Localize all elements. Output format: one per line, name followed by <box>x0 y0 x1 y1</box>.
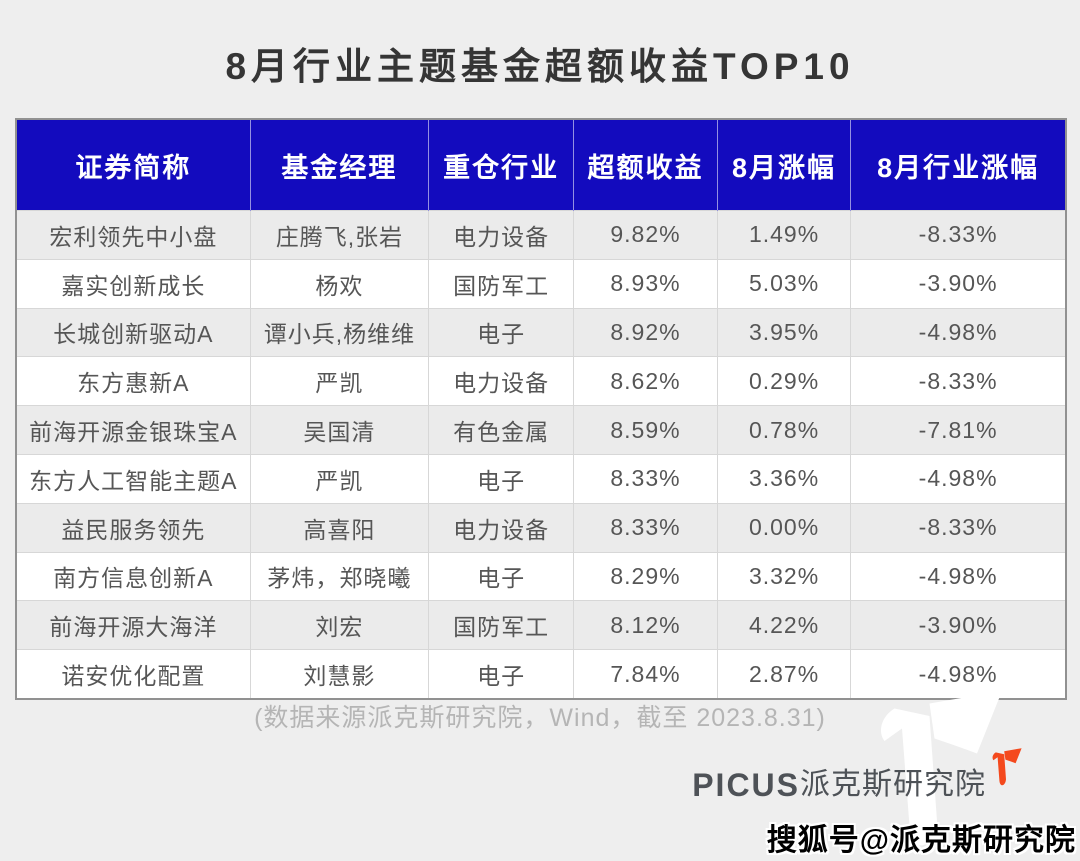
table-row: 诺安优化配置 刘慧影 电子 7.84% 2.87% -4.98% <box>15 649 1067 700</box>
table-cell: -3.90% <box>850 258 1067 309</box>
page-title: 8月行业主题基金超额收益TOP10 <box>225 46 855 87</box>
table-row: 宏利领先中小盘 庄腾飞,张岩 电力设备 9.82% 1.49% -8.33% <box>15 210 1067 260</box>
table-header: 证券简称 基金经理 重仓行业 超额收益 8月涨幅 8月行业涨幅 <box>16 119 1066 211</box>
column-header: 基金经理 <box>250 119 430 211</box>
brand-logo: PICUS 派克斯研究院 <box>692 748 1024 804</box>
table-cell: 南方信息创新A <box>15 551 251 602</box>
table-cell: 刘慧影 <box>249 649 430 700</box>
table-cell: 2.87% <box>716 649 852 700</box>
table-cell: -4.98% <box>850 307 1067 358</box>
table-row: 东方惠新A 严凯 电力设备 8.62% 0.29% -8.33% <box>15 356 1067 407</box>
brand-logo-text-cn: 派克斯研究院 <box>800 768 986 801</box>
table-cell: 诺安优化配置 <box>15 649 251 700</box>
sohu-watermark: 搜狐号@派克斯研究院 <box>766 824 1076 857</box>
table-cell: 国防军工 <box>428 258 575 309</box>
table-row: 前海开源金银珠宝A 吴国清 有色金属 8.59% 0.78% -7.81% <box>15 405 1067 455</box>
table-cell: -8.33% <box>850 210 1067 260</box>
table-cell: 电力设备 <box>428 502 575 553</box>
table-cell: 1.49% <box>716 210 852 260</box>
column-header: 8月行业涨幅 <box>850 119 1066 211</box>
table-cell: 电力设备 <box>428 210 575 260</box>
column-header: 超额收益 <box>573 119 718 211</box>
table-cell: 8.12% <box>573 600 718 651</box>
table-cell: 东方人工智能主题A <box>15 453 251 504</box>
table-cell: 8.59% <box>573 405 718 455</box>
fund-table: 证券简称 基金经理 重仓行业 超额收益 8月涨幅 8月行业涨幅 宏利领先中小盘 庄腾飞,张岩… <box>15 118 1067 700</box>
table-cell: 0.00% <box>716 502 852 553</box>
table-cell: 电子 <box>428 453 575 504</box>
table-cell: 3.95% <box>716 307 852 358</box>
table-header-row: 证券简称 基金经理 重仓行业 超额收益 8月涨幅 8月行业涨幅 <box>16 119 1066 211</box>
table-row: 前海开源大海洋 刘宏 国防军工 8.12% 4.22% -3.90% <box>15 600 1067 651</box>
table-cell: 电力设备 <box>428 356 575 407</box>
table-cell: 5.03% <box>716 258 852 309</box>
table-cell: 8.62% <box>573 356 718 407</box>
table-cell: 谭小兵,杨维维 <box>249 307 430 358</box>
table-cell: 嘉实创新成长 <box>15 258 251 309</box>
column-header: 证券简称 <box>16 119 251 211</box>
table-row: 东方人工智能主题A 严凯 电子 8.33% 3.36% -4.98% <box>15 453 1067 504</box>
table-cell: -4.98% <box>850 551 1067 602</box>
table-cell: 8.29% <box>573 551 718 602</box>
fund-table-container: 证券简称 基金经理 重仓行业 超额收益 8月涨幅 8月行业涨幅 宏利领先中小盘 庄腾飞,张岩… <box>15 118 1067 700</box>
table-cell: 9.82% <box>573 210 718 260</box>
table-cell: 庄腾飞,张岩 <box>249 210 430 260</box>
table-cell: 严凯 <box>249 356 430 407</box>
table-cell: 8.33% <box>573 502 718 553</box>
table-cell: 东方惠新A <box>15 356 251 407</box>
picus-logo-icon <box>992 748 1022 786</box>
table-cell: 8.33% <box>573 453 718 504</box>
table-cell: 0.78% <box>716 405 852 455</box>
table-cell: 吴国清 <box>249 405 430 455</box>
brand-logo-text-en: PICUS <box>692 767 800 803</box>
table-body: 宏利领先中小盘 庄腾飞,张岩 电力设备 9.82% 1.49% -8.33% 嘉实创新成长杨… <box>15 210 1067 700</box>
table-cell: 电子 <box>428 307 575 358</box>
table-cell: 8.92% <box>573 307 718 358</box>
table-cell: 有色金属 <box>428 405 575 455</box>
table-cell: 杨欢 <box>249 258 430 309</box>
table-row: 嘉实创新成长 杨欢 国防军工 8.93% 5.03% -3.90% <box>15 258 1067 309</box>
table-cell: 7.84% <box>573 649 718 700</box>
column-header: 8月涨幅 <box>717 119 852 211</box>
table-cell: 益民服务领先 <box>15 502 251 553</box>
table-cell: 3.36% <box>716 453 852 504</box>
picus-watermark-icon <box>880 691 1002 846</box>
table-cell: 刘宏 <box>249 600 430 651</box>
table-cell: 3.32% <box>716 551 852 602</box>
table-cell: -4.98% <box>850 649 1067 700</box>
table-cell: 电子 <box>428 649 575 700</box>
table-cell: 8.93% <box>573 258 718 309</box>
table-cell: -7.81% <box>850 405 1067 455</box>
table-cell: 严凯 <box>249 453 430 504</box>
table-row: 益民服务领先 高喜阳 电力设备 8.33% 0.00% -8.33% <box>15 502 1067 553</box>
table-cell: 4.22% <box>716 600 852 651</box>
table-cell: 茅炜，郑晓曦 <box>249 551 430 602</box>
table-cell: -3.90% <box>850 600 1067 651</box>
table-cell: 0.29% <box>716 356 852 407</box>
table-cell: 长城创新驱动A <box>15 307 251 358</box>
table-row: 南方信息创新A 茅炜，郑晓曦 电子 8.29% 3.32% -4.98% <box>15 551 1067 602</box>
table-cell: 前海开源大海洋 <box>15 600 251 651</box>
table-cell: -8.33% <box>850 356 1067 407</box>
table-cell: 电子 <box>428 551 575 602</box>
table-cell: 宏利领先中小盘 <box>15 210 251 260</box>
table-cell: 前海开源金银珠宝A <box>15 405 251 455</box>
table-row: 长城创新驱动A 谭小兵,杨维维 电子 8.92% 3.95% -4.98% <box>15 307 1067 358</box>
table-cell: -8.33% <box>850 502 1067 553</box>
table-cell: 高喜阳 <box>249 502 430 553</box>
table-cell: -4.98% <box>850 453 1067 504</box>
table-cell: 国防军工 <box>428 600 575 651</box>
column-header: 重仓行业 <box>428 119 575 211</box>
source-note: (数据来源派克斯研究院，Wind，截至 2023.8.31) <box>254 704 826 732</box>
